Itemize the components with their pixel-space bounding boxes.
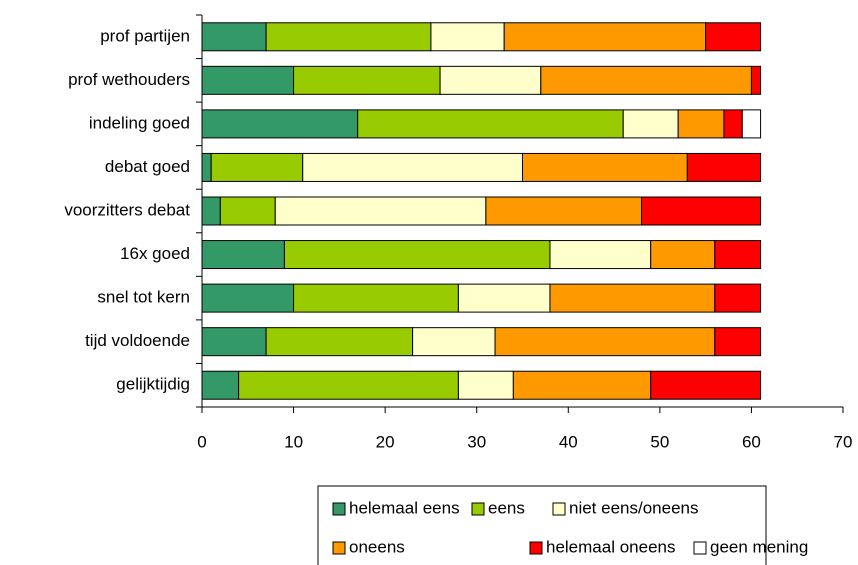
bar-segment — [293, 283, 459, 313]
bar-segment — [705, 22, 762, 52]
bar-segment — [357, 109, 624, 139]
y-tick-label: 16x goed — [120, 244, 190, 263]
bar-segment — [750, 65, 762, 95]
bar-segment — [622, 109, 679, 139]
bar-segment — [201, 327, 267, 357]
bar-segment — [714, 327, 762, 357]
legend-swatch — [471, 502, 485, 516]
bar-segment — [210, 152, 304, 182]
bar-segment — [741, 109, 762, 139]
bar-segment — [494, 327, 716, 357]
bar-segment — [714, 283, 762, 313]
x-tick-label: 20 — [376, 432, 395, 451]
bar-segment — [641, 196, 762, 226]
bar-segment — [457, 283, 551, 313]
bar-segment — [485, 196, 643, 226]
bar-segment — [686, 152, 762, 182]
legend-label: niet eens/oneens — [569, 498, 699, 517]
bar-segment — [503, 22, 707, 52]
y-tick-label: snel tot kern — [97, 288, 190, 307]
bar-segment — [650, 240, 716, 270]
legend-swatch — [332, 502, 346, 516]
bar-segment — [201, 240, 285, 270]
x-tick-label: 10 — [284, 432, 303, 451]
bar-segment — [714, 240, 762, 270]
bar-segment — [274, 196, 487, 226]
y-tick-label: gelijktijdig — [116, 375, 190, 394]
bar-segment — [201, 152, 212, 182]
legend-swatch — [529, 541, 543, 555]
bar-segment — [549, 240, 652, 270]
bar-segment — [540, 65, 752, 95]
bar-segment — [265, 22, 432, 52]
x-tick-label: 30 — [467, 432, 486, 451]
bar-segment — [201, 65, 295, 95]
bar-segment — [302, 152, 523, 182]
bar-segment — [265, 327, 414, 357]
bar-segment — [201, 283, 295, 313]
bar-segment — [512, 370, 652, 400]
legend-swatch — [693, 541, 707, 555]
legend-swatch — [332, 541, 346, 555]
bar-segment — [219, 196, 276, 226]
legend-label: helemaal eens — [349, 498, 460, 517]
x-tick-label: 70 — [834, 432, 853, 451]
y-tick-label: prof wethouders — [68, 70, 190, 89]
bar-segment — [439, 65, 542, 95]
bar-segment — [412, 327, 496, 357]
legend-swatch — [552, 502, 566, 516]
bar-segment — [201, 22, 267, 52]
bar-segment — [677, 109, 725, 139]
bar-segment — [723, 109, 743, 139]
bar-segment — [293, 65, 441, 95]
y-tick-label: debat goed — [105, 157, 190, 176]
legend-label: eens — [488, 498, 525, 517]
bar-segment — [283, 240, 551, 270]
legend-label: oneens — [349, 537, 405, 556]
legend-label: geen mening — [710, 537, 808, 556]
bar-segment — [522, 152, 688, 182]
x-tick-label: 0 — [197, 432, 206, 451]
bar-segment — [238, 370, 459, 400]
x-tick-label: 40 — [559, 432, 578, 451]
y-tick-label: voorzitters debat — [64, 200, 190, 219]
bar-segment — [650, 370, 762, 400]
bar-segment — [201, 370, 240, 400]
bar-segment — [549, 283, 716, 313]
x-tick-label: 50 — [650, 432, 669, 451]
x-tick-label: 60 — [742, 432, 761, 451]
bar-segment — [457, 370, 514, 400]
y-tick-label: tijd voldoende — [85, 331, 190, 350]
y-tick-label: prof partijen — [100, 26, 190, 45]
bar-segment — [430, 22, 505, 52]
bar-segment — [201, 109, 359, 139]
y-tick-label: indeling goed — [89, 113, 190, 132]
bar-segment — [201, 196, 221, 226]
legend-label: helemaal oneens — [546, 537, 675, 556]
